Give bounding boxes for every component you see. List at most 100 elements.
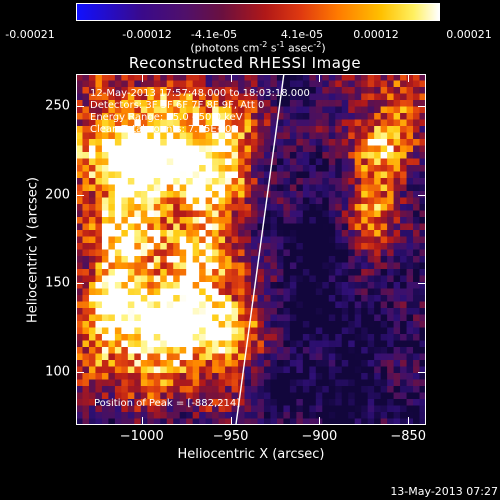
heatmap-cell	[296, 171, 304, 179]
heatmap-cell	[173, 139, 181, 147]
heatmap-cell	[108, 314, 116, 322]
heatmap-cell	[212, 217, 220, 225]
heatmap-cell	[166, 405, 174, 413]
heatmap-cell	[309, 366, 317, 374]
heatmap-cell	[309, 360, 317, 368]
heatmap-cell	[199, 301, 207, 309]
heatmap-cell	[419, 236, 426, 244]
heatmap-cell	[296, 321, 304, 329]
heatmap-cell	[153, 295, 161, 303]
heatmap-cell	[354, 210, 362, 218]
heatmap-cell	[341, 288, 349, 296]
heatmap-cell	[315, 249, 323, 257]
heatmap-cell	[322, 191, 330, 199]
heatmap-cell	[335, 217, 343, 225]
heatmap-cell	[413, 139, 421, 147]
heatmap-cell	[400, 353, 408, 361]
heatmap-cell	[374, 145, 382, 153]
heatmap-cell	[101, 165, 110, 173]
heatmap-cell	[127, 74, 135, 82]
heatmap-cell	[140, 191, 148, 199]
heatmap-cell	[231, 93, 239, 101]
heatmap-cell	[374, 93, 382, 101]
heatmap-cell	[114, 295, 122, 303]
heatmap-cell	[199, 210, 207, 218]
heatmap-cell	[289, 392, 297, 400]
heatmap-cell	[179, 386, 187, 394]
heatmap-cell	[166, 113, 174, 121]
heatmap-cell	[95, 327, 103, 335]
heatmap-cell	[199, 334, 207, 342]
heatmap-cell	[166, 80, 174, 88]
heatmap-cell	[374, 392, 382, 400]
heatmap-cell	[82, 262, 90, 270]
heatmap-cell	[328, 204, 336, 212]
heatmap-cell	[328, 353, 336, 361]
heatmap-cell	[276, 236, 285, 244]
heatmap-cell	[127, 288, 135, 296]
heatmap-cell	[127, 301, 135, 309]
heatmap-cell	[140, 178, 148, 186]
heatmap-cell	[328, 399, 336, 407]
heatmap-cell	[212, 132, 220, 140]
heatmap-cell	[393, 158, 401, 166]
heatmap-cell	[121, 379, 129, 387]
heatmap-cell	[413, 373, 421, 381]
heatmap-cell	[134, 412, 142, 420]
heatmap-cell	[95, 236, 103, 244]
heatmap-cell	[179, 321, 187, 329]
heatmap-cell	[302, 262, 310, 270]
heatmap-cell	[380, 152, 388, 160]
heatmap-cell	[335, 100, 343, 108]
heatmap-cell	[82, 93, 90, 101]
heatmap-cell	[114, 204, 122, 212]
heatmap-cell	[419, 87, 426, 95]
y-tick-mark	[418, 194, 426, 196]
heatmap-cell	[173, 321, 181, 329]
heatmap-cell	[121, 412, 129, 420]
heatmap-cell	[140, 256, 148, 264]
heatmap-cell	[348, 132, 356, 140]
heatmap-cell	[296, 243, 304, 251]
heatmap-cell	[205, 197, 213, 205]
heatmap-cell	[186, 321, 194, 329]
heatmap-cell	[212, 308, 220, 316]
heatmap-cell	[101, 327, 110, 335]
heatmap-cell	[82, 158, 90, 166]
heatmap-cell	[289, 347, 297, 355]
heatmap-cell	[335, 282, 343, 290]
heatmap-cell	[173, 334, 181, 342]
heatmap-cell	[134, 288, 142, 296]
heatmap-cell	[315, 347, 323, 355]
heatmap-cell	[251, 327, 259, 335]
heatmap-cell	[406, 119, 414, 127]
heatmap-cell	[354, 321, 362, 329]
heatmap-cell	[76, 87, 84, 95]
heatmap-cell	[367, 379, 375, 387]
heatmap-cell	[296, 158, 304, 166]
heatmap-cell	[361, 197, 369, 205]
heatmap-cell	[270, 340, 278, 348]
heatmap-cell	[212, 366, 220, 374]
heatmap-cell	[328, 379, 336, 387]
heatmap-cell	[244, 191, 252, 199]
heatmap-cell	[114, 327, 122, 335]
heatmap-cell	[153, 366, 161, 374]
heatmap-cell	[361, 262, 369, 270]
heatmap-cell	[289, 405, 297, 413]
heatmap-cell	[257, 100, 265, 108]
heatmap-cell	[114, 256, 122, 264]
heatmap-cell	[380, 412, 388, 420]
heatmap-cell	[361, 184, 369, 192]
heatmap-cell	[166, 392, 174, 400]
heatmap-cell	[270, 282, 278, 290]
heatmap-cell	[276, 230, 285, 238]
heatmap-cell	[322, 210, 330, 218]
heatmap-cell	[101, 321, 110, 329]
heatmap-cell	[419, 249, 426, 257]
heatmap-cell	[147, 405, 155, 413]
heatmap-cell	[173, 360, 181, 368]
heatmap-cell	[270, 243, 278, 251]
heatmap-cell	[108, 412, 116, 420]
heatmap-cell	[309, 412, 317, 420]
